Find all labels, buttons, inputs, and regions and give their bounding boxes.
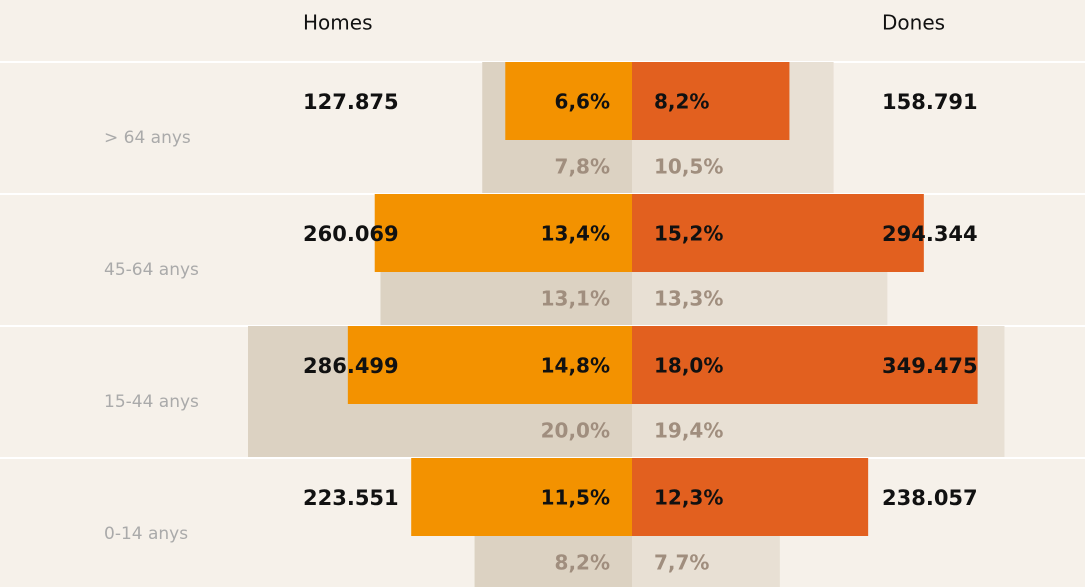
- reference-label: 20,0%: [541, 419, 610, 443]
- bar: [632, 326, 978, 404]
- bar: [632, 194, 924, 272]
- count-label: 238.057: [882, 486, 978, 510]
- reference-label: 8,2%: [555, 551, 610, 575]
- count-label: 286.499: [303, 354, 399, 378]
- bar: [505, 62, 632, 140]
- bar: [411, 458, 632, 536]
- value-label: 13,4%: [541, 222, 610, 246]
- value-label: 11,5%: [541, 486, 610, 510]
- category-label: 45-64 anys: [104, 260, 199, 280]
- count-label: 349.475: [882, 354, 978, 378]
- bar: [347, 326, 632, 404]
- category-label: > 64 anys: [104, 128, 191, 148]
- dones-header: Dones: [882, 11, 945, 35]
- bar: [632, 62, 790, 140]
- value-label: 14,8%: [541, 354, 610, 378]
- bar: [374, 194, 632, 272]
- reference-label: 13,1%: [541, 287, 610, 311]
- reference-label: 10,5%: [654, 155, 723, 179]
- bar: [632, 458, 869, 536]
- count-label: 260.069: [303, 222, 399, 246]
- count-label: 127.875: [303, 90, 399, 114]
- count-label: 294.344: [882, 222, 978, 246]
- count-label: 158.791: [882, 90, 978, 114]
- count-label: 223.551: [303, 486, 399, 510]
- reference-label: 7,8%: [555, 155, 610, 179]
- reference-label: 19,4%: [654, 419, 723, 443]
- homes-header: Homes: [303, 11, 372, 35]
- value-label: 15,2%: [654, 222, 723, 246]
- value-label: 12,3%: [654, 486, 723, 510]
- category-label: 0-14 anys: [104, 524, 188, 544]
- category-label: 15-44 anys: [104, 392, 199, 412]
- reference-label: 7,7%: [654, 551, 709, 575]
- value-label: 8,2%: [654, 90, 709, 114]
- value-label: 18,0%: [654, 354, 723, 378]
- reference-label: 13,3%: [654, 287, 723, 311]
- value-label: 6,6%: [555, 90, 610, 114]
